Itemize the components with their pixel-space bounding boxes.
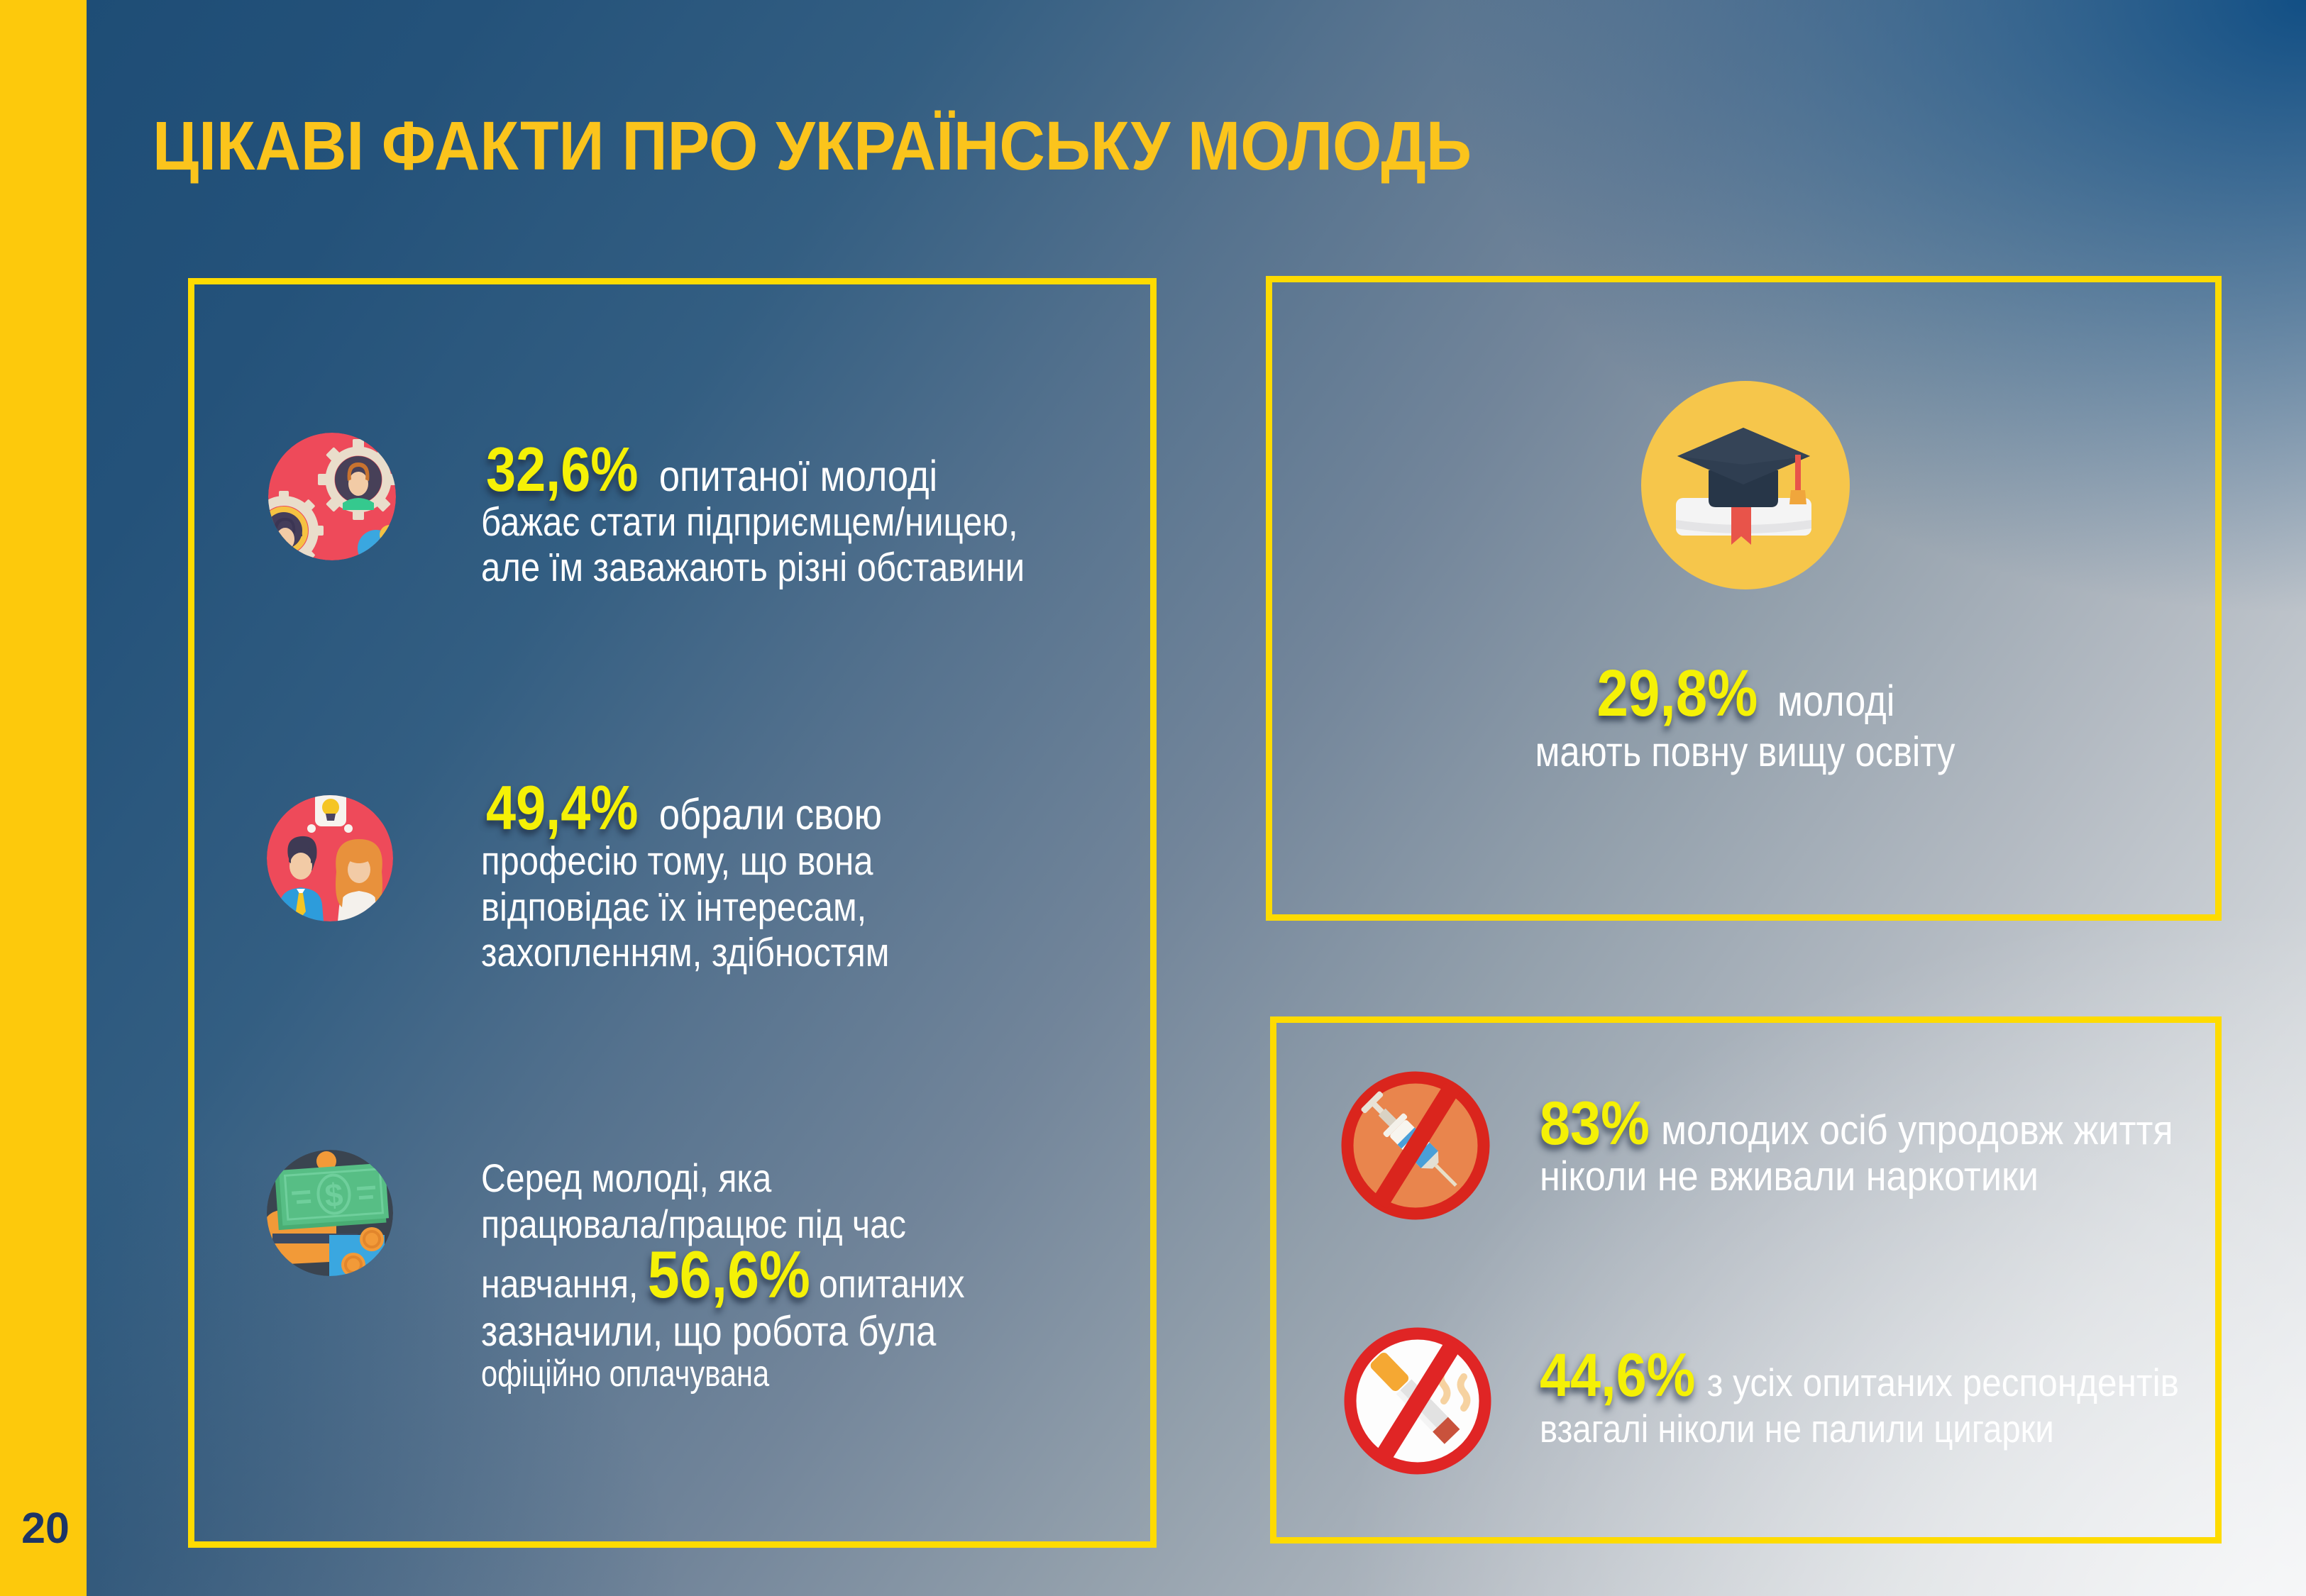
svg-text:$: $ [324, 1176, 344, 1214]
